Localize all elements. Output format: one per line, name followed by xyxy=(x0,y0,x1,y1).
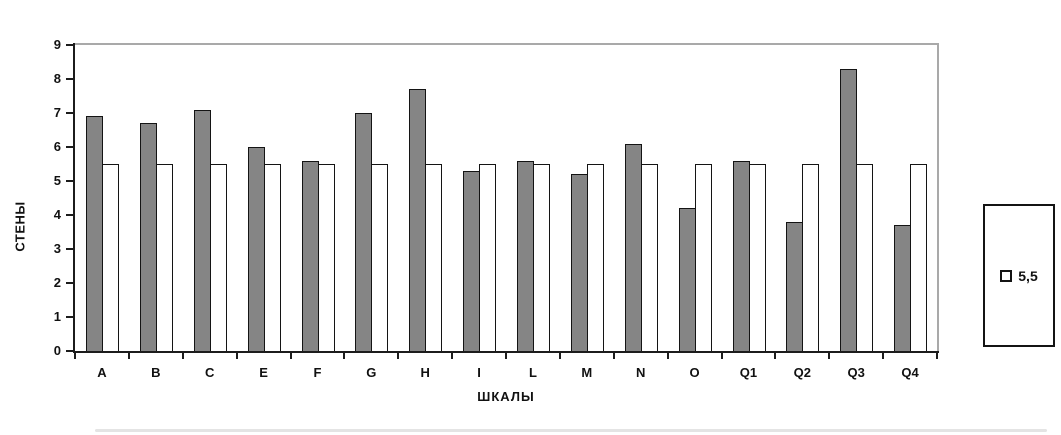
x-tick xyxy=(397,353,400,359)
plot-frame-top xyxy=(75,43,939,45)
category-label-F: F xyxy=(313,365,322,380)
y-tick-label: 5 xyxy=(53,173,61,188)
bar-ref-E xyxy=(263,164,281,351)
bar-O xyxy=(678,208,696,351)
y-tick xyxy=(66,112,73,114)
bar-C xyxy=(193,109,211,351)
bar-ref-Q1 xyxy=(748,164,766,351)
y-tick-label: 0 xyxy=(53,343,61,358)
y-tick-label: 9 xyxy=(53,37,61,52)
x-tick xyxy=(612,353,615,359)
category-label-L: L xyxy=(528,365,537,380)
y-tick xyxy=(66,146,73,148)
bar-ref-C xyxy=(209,164,227,351)
bar-N xyxy=(624,143,642,351)
bar-B xyxy=(139,123,157,351)
bar-ref-Q3 xyxy=(856,164,874,351)
bar-I xyxy=(463,170,481,351)
x-tick xyxy=(451,353,454,359)
bar-ref-I xyxy=(479,164,497,351)
x-axis-title: ШКАЛЫ xyxy=(477,389,535,404)
bar-E xyxy=(247,147,265,351)
y-tick xyxy=(66,282,73,284)
bar-ref-L xyxy=(533,164,550,351)
bar-ref-Q2 xyxy=(802,164,820,351)
bar-G xyxy=(355,113,373,351)
bar-Q3 xyxy=(840,68,858,351)
x-tick xyxy=(558,353,561,359)
x-tick xyxy=(720,353,723,359)
y-axis-line xyxy=(73,43,75,353)
bar-ref-N xyxy=(640,164,658,351)
bar-ref-H xyxy=(425,164,443,351)
bar-Q2 xyxy=(786,221,804,351)
bar-ref-O xyxy=(694,164,712,351)
category-label-H: H xyxy=(420,365,430,380)
y-tick-label: 6 xyxy=(53,139,61,154)
bar-ref-B xyxy=(155,164,173,351)
bar-A xyxy=(86,116,103,351)
bar-ref-Q4 xyxy=(910,164,928,351)
bar-F xyxy=(301,160,319,351)
bar-Q1 xyxy=(732,160,750,351)
y-axis-title: СТЕНЫ xyxy=(9,73,31,379)
bar-L xyxy=(517,160,534,351)
bar-H xyxy=(409,89,427,351)
x-tick xyxy=(882,353,885,359)
category-label-O: O xyxy=(689,365,700,380)
bar-M xyxy=(570,174,588,351)
category-label-G: G xyxy=(366,365,377,380)
y-tick-label: 2 xyxy=(53,275,61,290)
x-tick xyxy=(127,353,130,359)
y-tick xyxy=(66,78,73,80)
x-tick xyxy=(289,353,292,359)
x-tick xyxy=(343,353,346,359)
y-tick xyxy=(66,214,73,216)
category-label-Q3: Q3 xyxy=(847,365,865,380)
bar-ref-F xyxy=(317,164,335,351)
bar-ref-M xyxy=(586,164,604,351)
y-axis-title-text: СТЕНЫ xyxy=(12,200,28,252)
x-tick xyxy=(235,353,238,359)
category-label-A: A xyxy=(97,365,107,380)
category-label-I: I xyxy=(477,365,481,380)
y-tick-label: 7 xyxy=(53,105,61,120)
y-tick xyxy=(66,248,73,250)
category-label-B: B xyxy=(151,365,161,380)
bar-ref-G xyxy=(371,164,389,351)
y-tick xyxy=(66,44,73,46)
y-tick-label: 3 xyxy=(53,241,61,256)
category-label-N: N xyxy=(635,365,646,380)
x-tick xyxy=(181,353,184,359)
bar-ref-A xyxy=(102,164,119,351)
legend-label: 5,5 xyxy=(1018,267,1038,284)
plot-frame-right xyxy=(937,43,939,353)
x-tick xyxy=(828,353,831,359)
category-label-Q2: Q2 xyxy=(793,365,811,380)
y-tick xyxy=(66,350,73,352)
category-label-C: C xyxy=(204,365,215,380)
y-tick xyxy=(66,316,73,318)
category-label-Q4: Q4 xyxy=(901,365,919,380)
y-tick-label: 4 xyxy=(53,207,61,222)
y-tick-label: 1 xyxy=(53,309,61,324)
x-tick xyxy=(774,353,777,359)
x-tick xyxy=(74,353,76,359)
category-label-E: E xyxy=(259,365,268,380)
category-label-M: M xyxy=(581,365,593,380)
category-label-Q1: Q1 xyxy=(739,365,758,380)
legend-box: 5,5 xyxy=(983,204,1055,347)
bar-Q4 xyxy=(894,225,912,351)
x-tick xyxy=(666,353,669,359)
y-tick-label: 8 xyxy=(53,71,61,86)
white-square-marker-icon xyxy=(1000,269,1013,282)
x-axis-line xyxy=(73,351,939,353)
bottom-divider xyxy=(95,429,1047,432)
x-tick xyxy=(936,353,938,359)
y-tick xyxy=(66,180,73,182)
x-tick xyxy=(505,353,507,359)
plot-area: СТЕНЫ ШКАЛЫ 0 1 2 3 4 5 6 7 8 9 A B C E F G H I L M N O Q1 Q2 Q3… xyxy=(13,37,939,404)
